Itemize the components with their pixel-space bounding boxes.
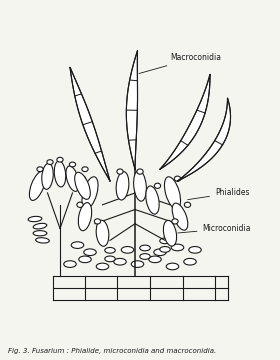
Ellipse shape — [28, 216, 42, 222]
Ellipse shape — [79, 176, 86, 181]
Ellipse shape — [166, 263, 179, 270]
Ellipse shape — [79, 256, 91, 263]
Ellipse shape — [78, 203, 92, 231]
Polygon shape — [178, 98, 230, 181]
Ellipse shape — [160, 247, 170, 252]
Ellipse shape — [82, 167, 88, 172]
Ellipse shape — [42, 163, 53, 189]
Ellipse shape — [75, 172, 90, 199]
Ellipse shape — [121, 247, 134, 253]
Ellipse shape — [105, 247, 115, 253]
Polygon shape — [70, 67, 110, 181]
Ellipse shape — [84, 249, 96, 256]
Ellipse shape — [33, 231, 47, 236]
Ellipse shape — [146, 186, 159, 214]
Ellipse shape — [69, 162, 76, 167]
Ellipse shape — [171, 244, 184, 251]
Polygon shape — [126, 51, 137, 169]
Ellipse shape — [184, 258, 196, 265]
Text: Fig. 3. Fusarium : Phialide, microconidia and macroconidia.: Fig. 3. Fusarium : Phialide, microconidi… — [8, 348, 217, 354]
Ellipse shape — [184, 202, 191, 207]
Ellipse shape — [117, 169, 123, 174]
Ellipse shape — [114, 258, 126, 265]
Ellipse shape — [57, 157, 63, 162]
Ellipse shape — [164, 177, 181, 209]
Ellipse shape — [96, 220, 109, 246]
Ellipse shape — [37, 167, 43, 172]
Ellipse shape — [64, 261, 76, 267]
Ellipse shape — [66, 166, 79, 192]
Ellipse shape — [174, 176, 181, 181]
Ellipse shape — [160, 238, 170, 244]
Ellipse shape — [29, 171, 46, 201]
Ellipse shape — [116, 172, 129, 200]
Ellipse shape — [149, 256, 161, 263]
Ellipse shape — [131, 261, 144, 267]
Ellipse shape — [71, 242, 84, 248]
Ellipse shape — [189, 247, 201, 253]
Ellipse shape — [82, 177, 98, 209]
Ellipse shape — [154, 183, 161, 188]
Text: Microconidia: Microconidia — [178, 224, 251, 233]
Text: Phialides: Phialides — [188, 188, 249, 200]
Ellipse shape — [47, 160, 53, 165]
Ellipse shape — [154, 249, 166, 256]
Ellipse shape — [164, 220, 177, 246]
Ellipse shape — [172, 219, 178, 224]
Ellipse shape — [137, 169, 143, 174]
Ellipse shape — [94, 219, 101, 224]
Ellipse shape — [172, 203, 188, 230]
Ellipse shape — [36, 238, 49, 243]
Ellipse shape — [96, 263, 109, 270]
Ellipse shape — [105, 256, 115, 262]
Ellipse shape — [134, 170, 146, 201]
Polygon shape — [160, 74, 210, 169]
Ellipse shape — [77, 202, 83, 207]
Ellipse shape — [140, 245, 150, 251]
Ellipse shape — [33, 223, 47, 229]
Ellipse shape — [54, 161, 66, 187]
Text: Macroconidia: Macroconidia — [139, 53, 221, 73]
Ellipse shape — [140, 254, 150, 259]
